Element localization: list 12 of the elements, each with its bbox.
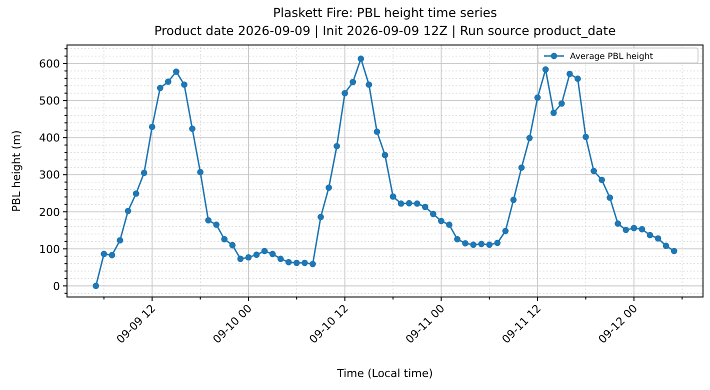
y-tick-label: 100	[39, 242, 60, 256]
x-axis-title: Time (Local time)	[336, 367, 433, 380]
legend-label: Average PBL height	[570, 52, 654, 62]
y-tick-label: 0	[53, 280, 60, 293]
chart-subtitle: Product date 2026-09-09 | Init 2026-09-09 12Z | Run source product_date	[154, 23, 616, 38]
y-tick-label: 300	[39, 168, 60, 182]
y-tick-label: 400	[39, 132, 60, 145]
y-tick-label: 500	[39, 94, 60, 108]
y-axis-title: PBL height (m)	[10, 130, 23, 212]
y-tick-label: 600	[39, 58, 60, 71]
y-tick-label: 200	[39, 206, 60, 219]
chart-title: Plaskett Fire: PBL height time series	[272, 5, 498, 20]
